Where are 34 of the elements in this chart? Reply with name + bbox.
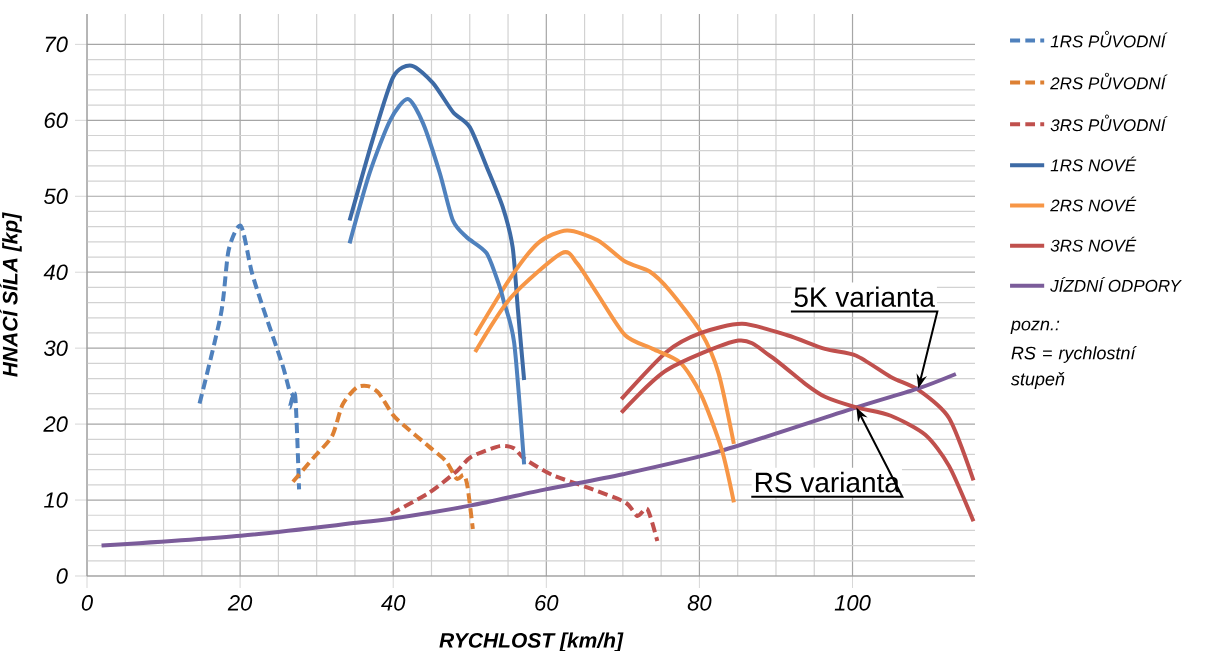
line-series: [473, 250, 736, 505]
legend-label: 3RS NOVÉ: [1050, 236, 1137, 252]
x-tick-label: 40: [381, 595, 406, 611]
x-axis-title: RYCHLOST [km/h]: [439, 632, 624, 651]
legend-label: 2RS NOVÉ: [1050, 196, 1137, 212]
legend-label: JÍZDNÍ ODPORY: [1050, 276, 1182, 292]
y-tick-label: 10: [44, 492, 68, 508]
x-tick-label: 20: [227, 595, 253, 611]
legend-label: 1RS NOVÉ: [1050, 156, 1137, 172]
legend-label: 1RS PŮVODNÍ: [1050, 30, 1168, 48]
line-series: [619, 338, 976, 524]
legend-label: 3RS PŮVODNÍ: [1050, 114, 1168, 132]
text: pozn.:: [1010, 320, 1060, 335]
x-tick-label: 0: [81, 595, 93, 611]
line-series: [388, 443, 660, 544]
y-tick-label: 40: [43, 264, 68, 281]
line-series: [473, 228, 736, 446]
x-tick-label: 80: [687, 595, 712, 611]
x-tick-label: 100: [834, 595, 871, 611]
y-tick-label: 70: [45, 36, 68, 53]
legend-label: 2RS PŮVODNÍ: [1050, 72, 1168, 90]
text: RS = rychlostní stupeň: [1010, 345, 1137, 389]
line-series: [99, 371, 958, 548]
annotation: 5K varianta: [794, 286, 935, 308]
y-tick-label: 0: [56, 568, 68, 584]
y-tick-label: 60: [44, 112, 68, 129]
y-tick-label: 50: [43, 188, 68, 205]
line-series: [290, 383, 475, 531]
x-tick-label: 60: [535, 595, 559, 611]
line-series: [347, 63, 527, 383]
line-series: [347, 97, 527, 467]
y-tick-label: 20: [43, 416, 68, 432]
line-series: [197, 223, 302, 492]
y-tick-label: 30: [43, 340, 68, 356]
